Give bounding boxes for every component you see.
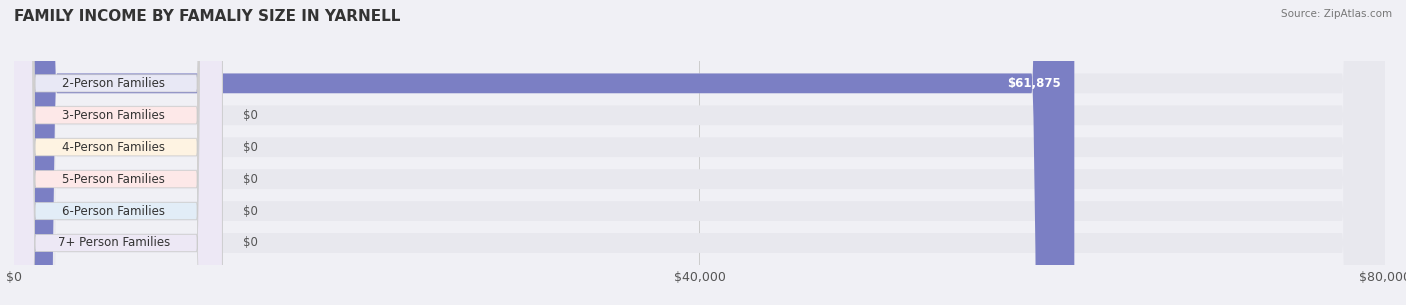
FancyBboxPatch shape (10, 0, 222, 305)
FancyBboxPatch shape (10, 0, 222, 305)
FancyBboxPatch shape (14, 0, 1074, 305)
FancyBboxPatch shape (14, 0, 1385, 305)
Text: $0: $0 (243, 109, 257, 122)
Text: 6-Person Families: 6-Person Families (62, 205, 166, 217)
Text: 5-Person Families: 5-Person Families (62, 173, 166, 186)
FancyBboxPatch shape (10, 0, 222, 305)
Text: FAMILY INCOME BY FAMALIY SIZE IN YARNELL: FAMILY INCOME BY FAMALIY SIZE IN YARNELL (14, 9, 401, 24)
Text: $61,875: $61,875 (1007, 77, 1060, 90)
FancyBboxPatch shape (14, 0, 1385, 305)
Text: Source: ZipAtlas.com: Source: ZipAtlas.com (1281, 9, 1392, 19)
Text: $0: $0 (243, 173, 257, 186)
FancyBboxPatch shape (14, 0, 1385, 305)
Text: $0: $0 (243, 236, 257, 249)
Text: 2-Person Families: 2-Person Families (62, 77, 166, 90)
Text: 3-Person Families: 3-Person Families (62, 109, 166, 122)
FancyBboxPatch shape (10, 0, 222, 305)
Text: 7+ Person Families: 7+ Person Families (58, 236, 170, 249)
FancyBboxPatch shape (14, 0, 1385, 305)
Text: $0: $0 (243, 141, 257, 154)
Text: $0: $0 (243, 205, 257, 217)
Text: 4-Person Families: 4-Person Families (62, 141, 166, 154)
FancyBboxPatch shape (10, 0, 222, 305)
FancyBboxPatch shape (14, 0, 1385, 305)
FancyBboxPatch shape (14, 0, 1385, 305)
FancyBboxPatch shape (10, 0, 222, 305)
